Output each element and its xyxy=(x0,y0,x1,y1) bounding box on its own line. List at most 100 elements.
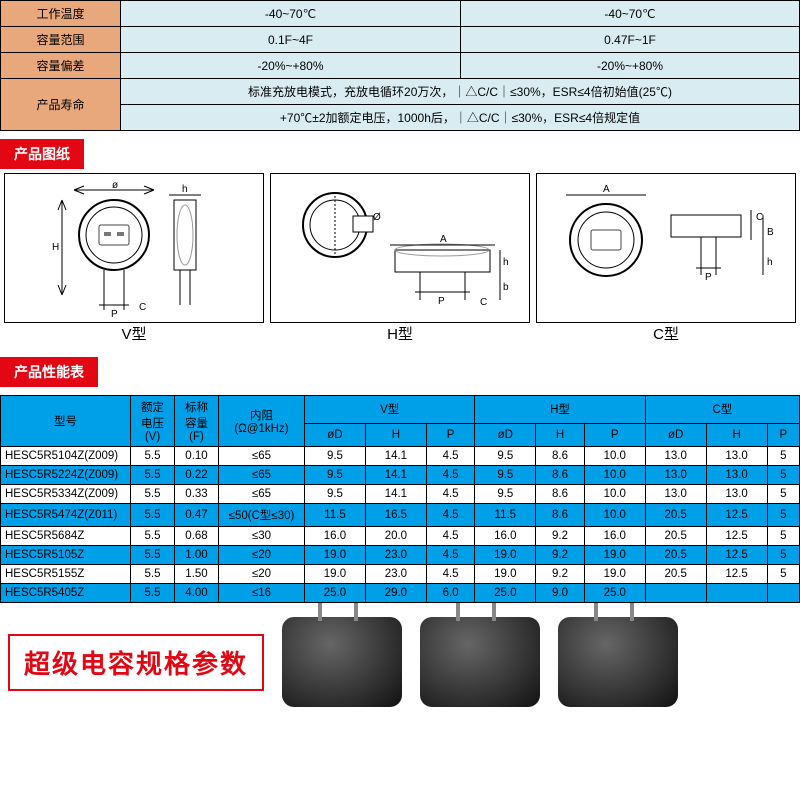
th-h-p: P xyxy=(584,423,645,446)
cell-vp: 4.5 xyxy=(426,485,475,504)
cell-cp: 5 xyxy=(767,546,799,565)
cell-v: 5.5 xyxy=(131,485,175,504)
cell-vd: 9.5 xyxy=(305,485,366,504)
cell-cd xyxy=(645,584,706,603)
cell-ch: 12.5 xyxy=(706,565,767,584)
svg-text:B: B xyxy=(767,227,774,238)
capacitor-image-3 xyxy=(558,617,678,707)
cell-cd: 13.0 xyxy=(645,447,706,466)
cell-hp: 25.0 xyxy=(584,584,645,603)
cell-vh: 20.0 xyxy=(365,527,426,546)
svg-text:h: h xyxy=(503,257,509,268)
spec-table: 型号 额定电压(V) 标称容量(F) 内阻(Ω@1kHz) V型 H型 C型 ø… xyxy=(0,395,800,603)
cell-cd: 13.0 xyxy=(645,466,706,485)
cell-e: ≤20 xyxy=(219,546,305,565)
caprange-col2: 0.47F~1F xyxy=(461,27,800,53)
cell-hp: 16.0 xyxy=(584,527,645,546)
table-row: HESC5R5405Z5.54.00≤1625.029.06.025.09.02… xyxy=(1,584,800,603)
cell-cd: 20.5 xyxy=(645,504,706,527)
cell-vp: 4.5 xyxy=(426,447,475,466)
cell-v: 5.5 xyxy=(131,447,175,466)
table-row: HESC5R5334Z(Z009)5.50.33≤659.514.14.59.5… xyxy=(1,485,800,504)
section-perf-header: 产品性能表 xyxy=(0,357,98,387)
cell-cd: 20.5 xyxy=(645,565,706,584)
life-label: 产品寿命 xyxy=(1,79,121,131)
cell-vd: 11.5 xyxy=(305,504,366,527)
cell-ch: 12.5 xyxy=(706,527,767,546)
cell-e: ≤65 xyxy=(219,485,305,504)
cell-hh: 8.6 xyxy=(536,447,585,466)
capacitor-image-2 xyxy=(420,617,540,707)
cell-c: 4.00 xyxy=(175,584,219,603)
cell-c: 0.22 xyxy=(175,466,219,485)
th-h-h: H xyxy=(536,423,585,446)
cell-vh: 14.1 xyxy=(365,485,426,504)
svg-text:b: b xyxy=(503,282,509,293)
cell-ch: 13.0 xyxy=(706,485,767,504)
cell-cp: 5 xyxy=(767,504,799,527)
table-row: HESC5R5474Z(Z011)5.50.47≤50(C型≤30)11.516… xyxy=(1,504,800,527)
cell-e: ≤65 xyxy=(219,466,305,485)
cell-vh: 14.1 xyxy=(365,466,426,485)
cell-v: 5.5 xyxy=(131,584,175,603)
table-row: HESC5R5155Z5.51.50≤2019.023.04.519.09.21… xyxy=(1,565,800,584)
svg-text:ø: ø xyxy=(112,180,118,191)
cell-hh: 8.6 xyxy=(536,485,585,504)
tol-col1: -20%~+80% xyxy=(121,53,461,79)
cell-m: HESC5R5334Z(Z009) xyxy=(1,485,131,504)
cell-cp xyxy=(767,584,799,603)
cell-vd: 16.0 xyxy=(305,527,366,546)
cell-c: 0.47 xyxy=(175,504,219,527)
cell-vp: 4.5 xyxy=(426,504,475,527)
svg-text:H: H xyxy=(52,242,59,253)
cell-cp: 5 xyxy=(767,565,799,584)
cell-hd: 25.0 xyxy=(475,584,536,603)
cell-hd: 11.5 xyxy=(475,504,536,527)
cell-e: ≤50(C型≤30) xyxy=(219,504,305,527)
cell-ch: 12.5 xyxy=(706,504,767,527)
cell-vp: 4.5 xyxy=(426,546,475,565)
cell-vp: 4.5 xyxy=(426,565,475,584)
cell-hp: 10.0 xyxy=(584,504,645,527)
cell-v: 5.5 xyxy=(131,466,175,485)
cell-e: ≤20 xyxy=(219,565,305,584)
capacitor-image-1 xyxy=(282,617,402,707)
svg-text:C: C xyxy=(756,212,763,223)
th-h-d: øD xyxy=(475,423,536,446)
table-row: HESC5R5224Z(Z009)5.50.22≤659.514.14.59.5… xyxy=(1,466,800,485)
cell-vh: 16.5 xyxy=(365,504,426,527)
cell-hp: 10.0 xyxy=(584,485,645,504)
cell-hd: 16.0 xyxy=(475,527,536,546)
cell-v: 5.5 xyxy=(131,546,175,565)
cell-vp: 6.0 xyxy=(426,584,475,603)
th-voltage: 额定电压(V) xyxy=(131,396,175,447)
cell-hh: 9.2 xyxy=(536,527,585,546)
svg-text:A: A xyxy=(440,234,447,245)
th-htype: H型 xyxy=(475,396,645,424)
cell-v: 5.5 xyxy=(131,527,175,546)
cell-m: HESC5R5155Z xyxy=(1,565,131,584)
th-cap: 标称容量(F) xyxy=(175,396,219,447)
cell-m: HESC5R5104Z(Z009) xyxy=(1,447,131,466)
cell-vh: 23.0 xyxy=(365,546,426,565)
th-v-h: H xyxy=(365,423,426,446)
cell-cp: 5 xyxy=(767,466,799,485)
cell-ch: 13.0 xyxy=(706,447,767,466)
cell-m: HESC5R5684Z xyxy=(1,527,131,546)
table-row: HESC5R5104Z(Z009)5.50.10≤659.514.14.59.5… xyxy=(1,447,800,466)
temp-col2: -40~70℃ xyxy=(461,1,800,27)
cell-hd: 19.0 xyxy=(475,546,536,565)
cell-m: HESC5R5405Z xyxy=(1,584,131,603)
diagram-c-label: C型 xyxy=(653,323,679,344)
table-row: HESC5R5105Z5.51.00≤2019.023.04.519.09.21… xyxy=(1,546,800,565)
cell-vd: 25.0 xyxy=(305,584,366,603)
svg-text:h: h xyxy=(182,184,188,195)
life-row2: +70℃±2加额定电压，1000h后，｜△C/C｜≤30%，ESR≤4倍规定值 xyxy=(121,105,800,131)
temp-label: 工作温度 xyxy=(1,1,121,27)
svg-text:C: C xyxy=(139,302,146,313)
th-esr: 内阻(Ω@1kHz) xyxy=(219,396,305,447)
cell-c: 0.10 xyxy=(175,447,219,466)
svg-text:P: P xyxy=(438,296,445,307)
tol-col2: -20%~+80% xyxy=(461,53,800,79)
section-drawings-header: 产品图纸 xyxy=(0,139,84,169)
